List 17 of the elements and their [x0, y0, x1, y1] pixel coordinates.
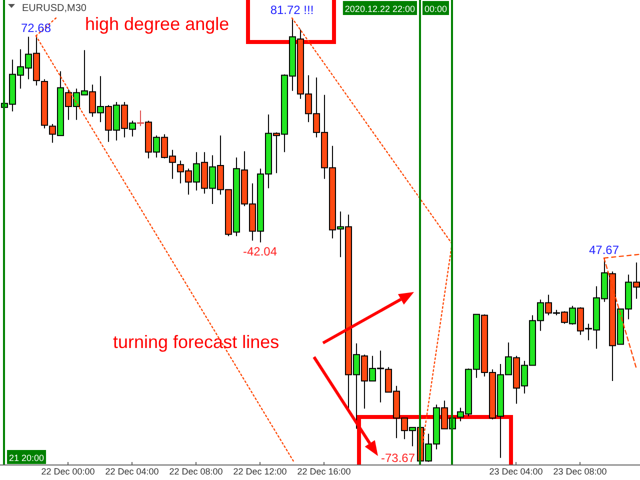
annotation: 81.72 !!! — [270, 3, 314, 17]
annotation: 72.68 — [20, 20, 52, 35]
annotation: 47.67 — [588, 243, 620, 258]
x-tick-label: 22 Dec 04:00 — [105, 466, 159, 476]
x-tick-label: 23 Dec 08:00 — [553, 466, 607, 476]
annotation: -42.04 — [242, 244, 278, 258]
ref-line-label: 00:00 — [424, 4, 448, 14]
x-tick-label: 22 Dec 00:00 — [41, 466, 95, 476]
x-tick-label: 23 Dec 04:00 — [489, 466, 543, 476]
ref-line-label: 2020.12.22 22:00 — [344, 4, 416, 14]
chart-title: EURUSD,M30 — [22, 3, 87, 14]
x-tick-label: 22 Dec 16:00 — [297, 466, 351, 476]
x-tick-label: 22 Dec 08:00 — [169, 466, 223, 476]
ref-line-label: 21 20:00 — [8, 453, 44, 463]
x-tick-label: 22 Dec 12:00 — [233, 466, 287, 476]
annotation: high degree angle — [85, 14, 230, 34]
annotation: turning forecast lines — [113, 332, 280, 352]
